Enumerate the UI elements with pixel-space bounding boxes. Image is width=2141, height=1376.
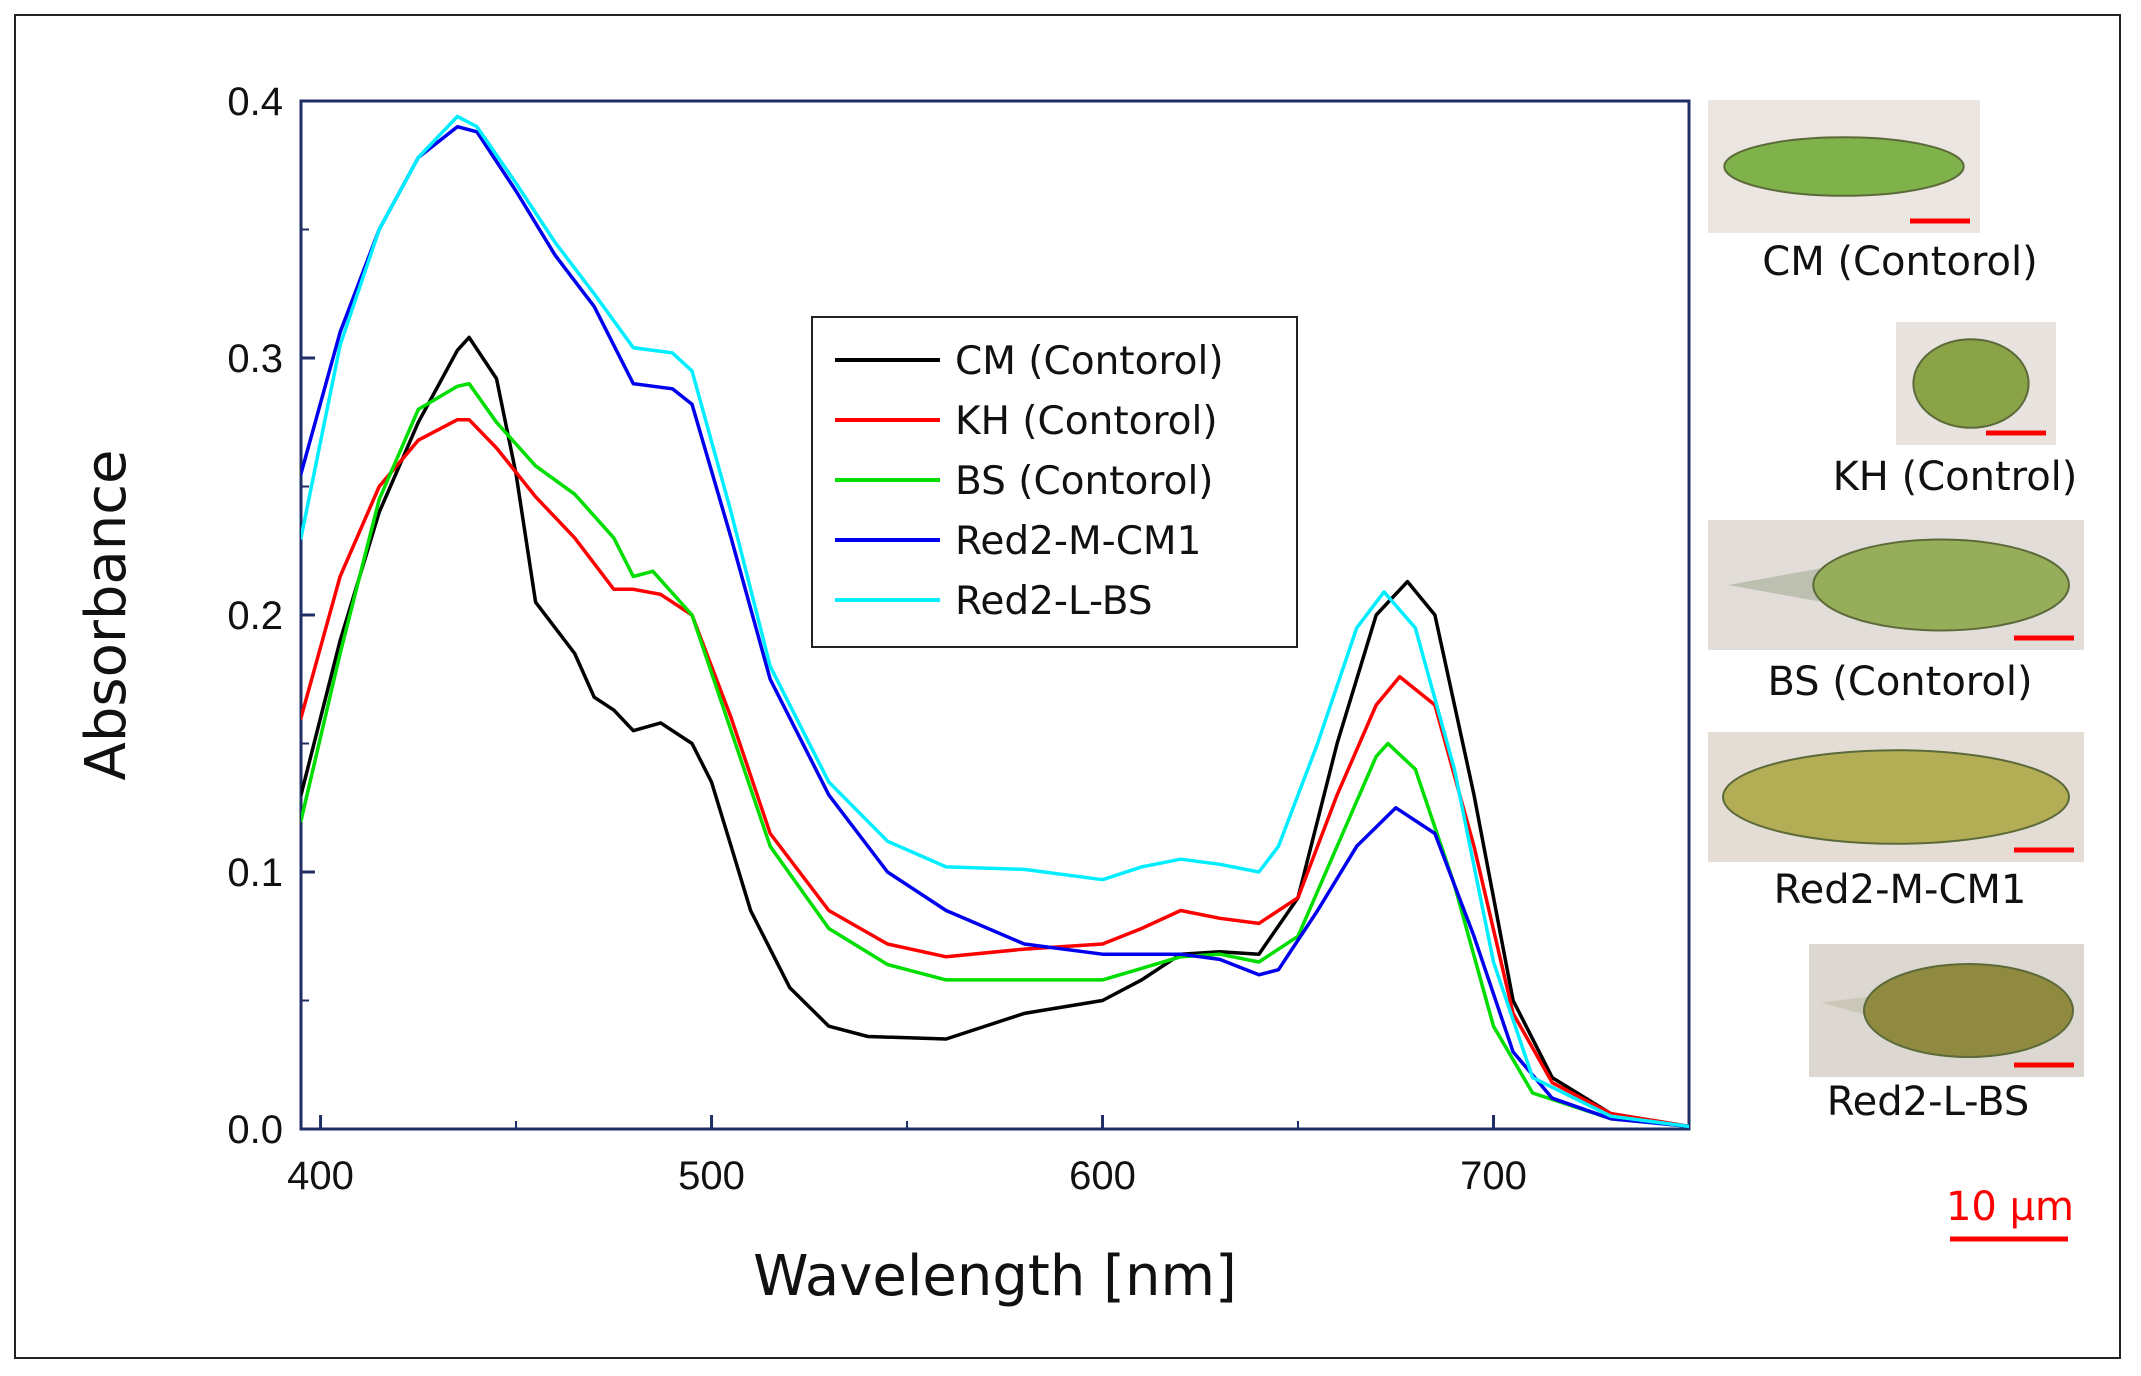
cell-body xyxy=(1722,749,2070,845)
cell-image-0: CM (Contorol) xyxy=(1708,100,2038,285)
cell-image-4: Red2-L-BS xyxy=(1809,944,2084,1125)
series-line-4 xyxy=(301,114,1689,1129)
x-tick-label: 600 xyxy=(1069,1154,1136,1198)
y-tick-labels: 0.0 0.1 0.2 0.3 0.4 xyxy=(227,80,283,1152)
cell-image-2: BS (Contorol) xyxy=(1708,520,2084,705)
legend-entry-label: BS (Contorol) xyxy=(955,459,1214,504)
x-tick-label: 400 xyxy=(287,1154,354,1198)
y-tick-label: 0.1 xyxy=(227,851,283,895)
legend-entry-label: CM (Contorol) xyxy=(955,339,1224,384)
series-lines xyxy=(301,114,1689,1129)
cell-caption: BS (Contorol) xyxy=(1767,659,2032,705)
y-axis-title: Absorbance xyxy=(74,450,139,781)
series-line-1 xyxy=(301,417,1689,1129)
legend-entry-label: Red2-M-CM1 xyxy=(955,519,1201,564)
cell-caption: Red2-L-BS xyxy=(1827,1079,2030,1125)
cell-image-1: KH (Control) xyxy=(1833,322,2078,500)
series-line-0 xyxy=(301,335,1689,1129)
legend: CM (Contorol) KH (Contorol) BS (Contorol) R… xyxy=(811,316,1298,648)
y-tick-label: 0.2 xyxy=(227,594,283,638)
cell-body xyxy=(1723,136,1965,197)
x-axis-title: Wavelength [nm] xyxy=(753,1244,1237,1309)
x-tick-label: 700 xyxy=(1460,1154,1527,1198)
cell-caption: CM (Contorol) xyxy=(1762,239,2037,285)
x-tick-label: 500 xyxy=(678,1154,745,1198)
legend-entry-label: KH (Contorol) xyxy=(955,399,1218,444)
cell-body xyxy=(1863,962,2074,1059)
figure-frame xyxy=(14,14,2121,1359)
scale-bar-label: 10 μm xyxy=(1946,1184,2074,1230)
y-tick-label: 0.0 xyxy=(227,1108,283,1152)
series-line-3 xyxy=(301,124,1689,1129)
x-tick-labels: 400 500 600 700 xyxy=(287,1154,1527,1198)
cell-tail xyxy=(1728,567,1829,603)
cell-micrograph-panel: CM (Contorol) KH (Control) BS (Contorol) Re… xyxy=(1708,100,2084,1125)
cell-caption: KH (Control) xyxy=(1833,454,2078,500)
y-tick-label: 0.3 xyxy=(227,337,283,381)
cell-body xyxy=(1812,538,2070,632)
series-line-2 xyxy=(301,381,1689,1129)
axis-ticks xyxy=(301,99,1496,1131)
y-tick-label: 0.4 xyxy=(227,80,283,124)
legend-entry-label: Red2-L-BS xyxy=(955,579,1153,624)
cell-body xyxy=(1912,338,2030,429)
cell-image-3: Red2-M-CM1 xyxy=(1708,732,2084,913)
scale-bar: 10 μm xyxy=(1946,1184,2074,1242)
cell-caption: Red2-M-CM1 xyxy=(1774,867,2027,913)
